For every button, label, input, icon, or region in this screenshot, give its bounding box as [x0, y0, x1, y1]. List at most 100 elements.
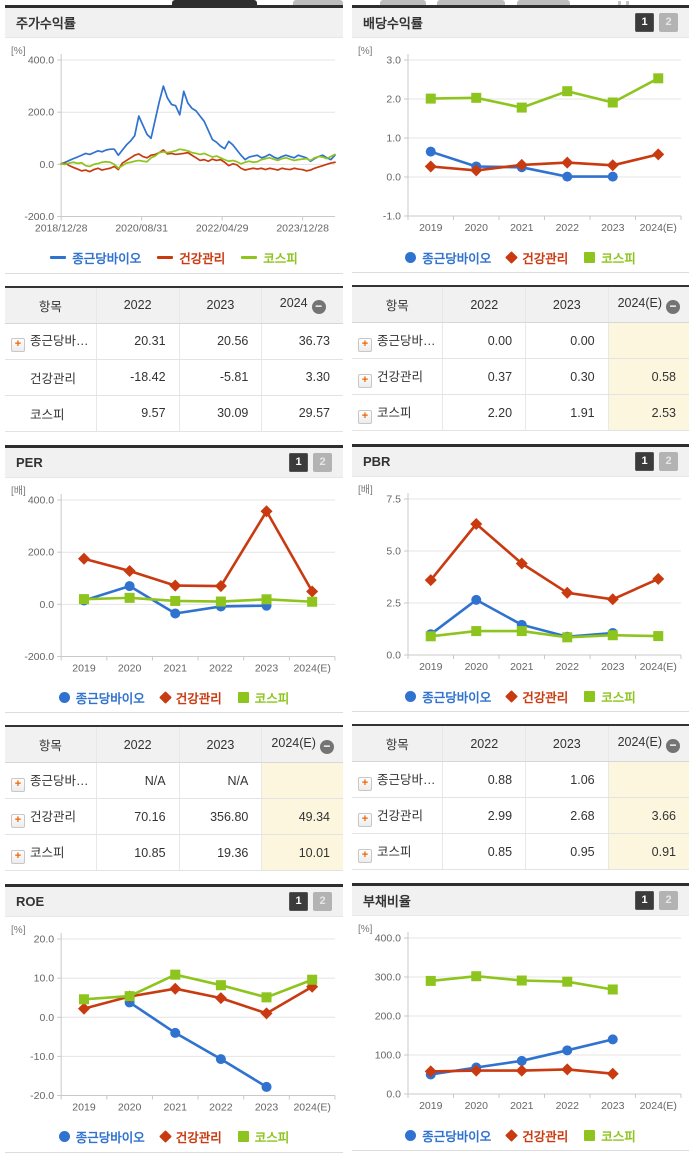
chart-legend: 종근당바이오 건강관리 코스피 — [5, 686, 343, 708]
series-line-red — [82, 509, 314, 593]
panel-header: PBR 1 2 — [352, 447, 689, 477]
table-pbr: 항목 2022 2023 2024(E) − + 종근당바… 0.88 1.06 + 건강관리 2.9… — [352, 724, 689, 870]
collapse-column-icon[interactable]: − — [319, 739, 334, 754]
collapse-column-icon[interactable]: − — [311, 300, 326, 315]
svg-text:5.0: 5.0 — [386, 546, 401, 558]
tab-fragment[interactable] — [293, 0, 343, 5]
svg-text:7.5: 7.5 — [386, 494, 401, 506]
svg-text:2019: 2019 — [419, 661, 443, 673]
legend-item: 코스피 — [584, 1126, 636, 1145]
table-row: 코스피 9.57 30.09 29.57 — [5, 395, 343, 432]
series-line-red — [82, 985, 314, 1015]
left-column: 주가수익률 400.0 200.0 0.0 -200.0 [%] 2018/12/28 20… — [5, 5, 343, 1165]
svg-text:2019: 2019 — [419, 1100, 443, 1112]
table-row: + 코스피 2.20 1.91 2.53 — [352, 394, 689, 431]
expand-row-icon[interactable]: + — [11, 777, 25, 792]
data-point-red — [652, 148, 665, 161]
svg-text:-20.0: -20.0 — [30, 1090, 54, 1102]
row-label: 코스피 — [30, 407, 65, 422]
data-point-green — [78, 593, 90, 604]
panel-header: PER 1 2 — [5, 447, 343, 478]
data-point-green — [215, 980, 226, 991]
data-point-green — [562, 632, 573, 643]
column-header: 2023 — [525, 286, 609, 323]
table-row: + 건강관리 2.99 2.68 3.66 — [352, 797, 689, 834]
svg-text:2020: 2020 — [465, 1100, 489, 1112]
legend-label: 건강관리 — [522, 251, 569, 266]
table-cell: 10.01 — [261, 834, 343, 872]
expand-row-icon[interactable]: + — [358, 848, 372, 863]
expand-row-icon[interactable]: + — [358, 409, 372, 424]
tab-fragment[interactable] — [380, 0, 426, 5]
tab-fragment[interactable] — [437, 0, 505, 5]
svg-text:400.0: 400.0 — [28, 55, 54, 67]
table-cell: 10.85 — [95, 834, 180, 872]
pager-button-2[interactable]: 2 — [313, 452, 332, 472]
pager-button-1[interactable]: 1 — [635, 891, 654, 910]
data-point-green — [562, 976, 573, 987]
svg-text:2019: 2019 — [72, 662, 96, 674]
data-point-green — [170, 969, 181, 980]
collapse-column-icon[interactable]: − — [666, 738, 681, 753]
expand-row-icon[interactable]: + — [11, 338, 25, 353]
column-header: 2023 — [178, 286, 262, 324]
legend-item: 종근당바이오 — [58, 1127, 145, 1146]
row-label-cell: + 종근당바… — [5, 762, 97, 800]
expand-row-icon[interactable]: + — [11, 849, 25, 864]
data-point-green — [653, 631, 664, 642]
data-point-red — [515, 557, 528, 570]
svg-text:2023: 2023 — [601, 222, 625, 234]
table-cell: 0.91 — [607, 833, 689, 870]
legend-label: 코스피 — [254, 1131, 290, 1146]
expand-row-icon[interactable]: + — [358, 776, 372, 791]
svg-text:2024(E): 2024(E) — [640, 222, 677, 234]
pager-button-1[interactable]: 1 — [289, 892, 308, 912]
collapse-column-icon[interactable]: − — [666, 299, 681, 314]
legend-label: 코스피 — [601, 251, 636, 266]
table-price-return: 항목 2022 2023 2024− + 종근당바… 20.31 20.56 36.73 건강관리… — [5, 285, 343, 432]
pager-button-2[interactable]: 2 — [313, 892, 332, 912]
pager-button-1[interactable]: 1 — [289, 452, 308, 472]
table-cell: N/A — [178, 762, 262, 800]
pager-button-2[interactable]: 2 — [659, 891, 678, 910]
pager-button-1[interactable]: 1 — [635, 452, 654, 471]
legend-marker-icon — [405, 251, 417, 263]
svg-text:200.0: 200.0 — [28, 107, 54, 119]
legend-marker-icon — [505, 1128, 519, 1142]
data-point-green — [261, 992, 272, 1003]
chart-legend: 종근당바이오 건강관리 코스피 — [5, 247, 343, 269]
table-row: + 종근당바… 0.88 1.06 — [352, 761, 689, 798]
row-label-cell: 건강관리 — [5, 359, 97, 396]
table-cell: 0.95 — [525, 833, 609, 870]
pager-button-2[interactable]: 2 — [659, 452, 678, 471]
expand-row-icon[interactable]: + — [358, 337, 372, 352]
data-point-red — [424, 1065, 437, 1078]
legend-marker-icon — [157, 256, 174, 260]
data-point-red — [561, 156, 574, 169]
expand-row-icon[interactable]: + — [11, 813, 25, 828]
legend-item: 코스피 — [584, 687, 636, 706]
table-cell: 0.00 — [442, 322, 526, 359]
row-label-cell: + 건강관리 — [5, 798, 97, 836]
chart-legend: 종근당바이오 건강관리 코스피 — [352, 246, 689, 268]
svg-text:2023: 2023 — [255, 662, 279, 674]
expand-row-icon[interactable]: + — [358, 373, 372, 388]
svg-text:2020: 2020 — [465, 222, 489, 234]
data-point-red — [606, 593, 619, 606]
column-header: 항목 — [5, 286, 97, 324]
expand-row-icon[interactable]: + — [358, 812, 372, 827]
legend-label: 종근당바이오 — [422, 690, 492, 705]
pager-button-1[interactable]: 1 — [635, 13, 654, 32]
tab-fragment-active[interactable] — [172, 0, 257, 5]
svg-text:2019: 2019 — [419, 222, 443, 234]
legend-marker-icon — [405, 1129, 417, 1141]
pbr-chart: 7.5 5.0 2.5 0.0 [배] 2019 2020 2021 2022 2023 2024(… — [358, 484, 682, 673]
pager-button-2[interactable]: 2 — [659, 13, 678, 32]
svg-text:-200.0: -200.0 — [24, 211, 54, 223]
table-cell: 2.20 — [442, 394, 526, 431]
svg-text:2021: 2021 — [510, 661, 534, 673]
svg-text:3.0: 3.0 — [386, 55, 401, 67]
svg-text:2020/08/31: 2020/08/31 — [115, 223, 168, 235]
table-cell: 0.00 — [525, 322, 609, 359]
tab-fragment[interactable] — [517, 0, 570, 5]
